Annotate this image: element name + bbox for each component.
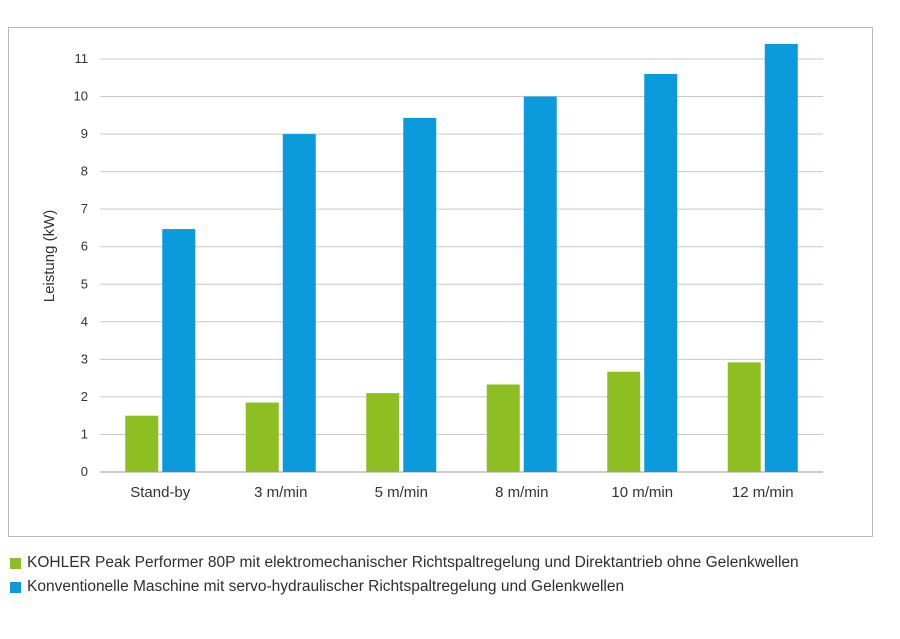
legend-item-series-2: Konventionelle Maschine mit servo-hydrau… [10,575,895,599]
bar-series-2 [162,229,196,472]
legend-label-series-1: KOHLER Peak Performer 80P mit elektromec… [27,554,799,571]
y-tick-label: 7 [81,201,88,216]
y-tick-label: 8 [81,164,88,179]
y-tick-label: 6 [81,239,88,254]
legend-item-series-1: KOHLER Peak Performer 80P mit elektromec… [10,551,895,575]
x-tick-label: 5 m/min [375,484,428,501]
bar-series-1 [125,415,159,472]
legend-swatch-series-2 [10,581,21,593]
x-tick-label: Stand-by [130,484,191,501]
y-tick-label: 3 [81,351,88,366]
y-tick-label: 10 [74,89,88,104]
bar-series-1 [607,371,641,472]
y-tick-label: 1 [81,426,88,441]
bar-series-1 [486,384,520,472]
x-tick-label: 12 m/min [732,484,794,501]
chart-frame [8,27,873,537]
y-tick-label: 9 [81,126,88,141]
legend: KOHLER Peak Performer 80P mit elektromec… [10,551,895,599]
bar-series-2 [282,134,316,473]
bar-series-2 [403,117,437,472]
bar-series-2 [523,96,557,472]
legend-swatch-series-1 [10,557,21,569]
bar-series-1 [366,393,400,472]
x-tick-label: 3 m/min [254,484,307,501]
legend-label-series-2: Konventionelle Maschine mit servo-hydrau… [27,578,625,595]
x-tick-label: 8 m/min [495,484,548,501]
y-tick-label: 11 [75,51,89,66]
bar-series-1 [245,402,279,472]
y-tick-label: 2 [81,389,88,404]
bar-series-1 [727,362,761,472]
y-tick-label: 5 [81,276,88,291]
y-tick-label: 0 [81,464,88,479]
bar-chart: 0 1 2 3 4 5 6 7 8 9 10 11 Stand-by 3 m/min 5 m/min 8 m/… [41,43,823,501]
x-tick-label: 10 m/min [611,484,673,501]
y-axis-title: Leistung (kW) [41,210,58,303]
bar-series-2 [764,43,798,473]
bar-series-2 [644,73,678,472]
y-tick-label: 4 [81,314,88,329]
